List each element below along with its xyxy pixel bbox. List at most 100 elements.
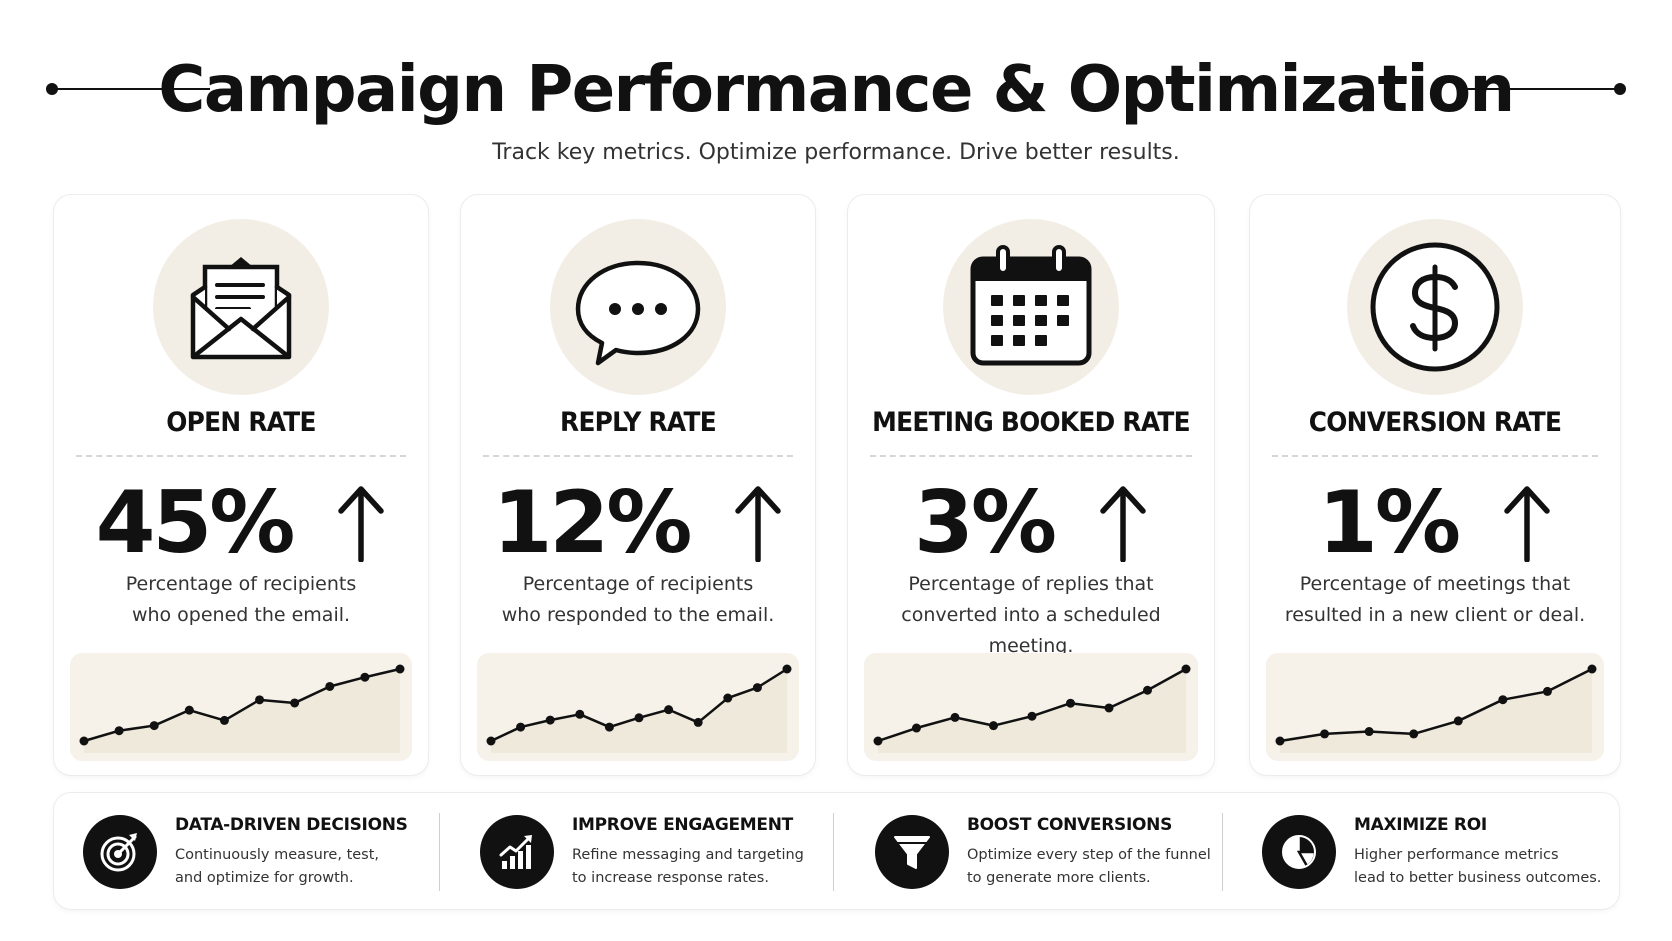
sparkline-point [1027,711,1037,721]
sparkline-area [878,669,1186,753]
metric-value: 3% [913,473,1057,573]
divider [1272,455,1598,457]
sparkline-point [575,709,585,719]
metric-card-meeting-booked-rate: MEETING BOOKED RATE 3% Percentage of rep… [847,194,1215,776]
page-header: Campaign Performance & Optimization Trac… [0,0,1672,180]
sparkline-point [219,715,229,725]
sparkline-point [1275,736,1285,746]
sparkline-point [1587,664,1597,674]
metric-description: Percentage of recipients who opened the … [125,573,357,626]
feature-text: BOOST CONVERSIONS Optimize every step of… [967,815,1211,890]
sparkline-point [873,736,883,746]
sparkline-point [752,683,762,693]
divider [870,455,1192,457]
feature-title: IMPROVE ENGAGEMENT [572,814,793,835]
feature-title: DATA-DRIVEN DECISIONS [175,814,408,835]
envelope-icon [153,219,329,395]
sparkline-point [723,693,733,703]
metric-value-row: 3% [848,475,1214,571]
sparkline-point [325,681,335,691]
sparkline-point [1409,729,1419,739]
feature-boost-conversions: BOOST CONVERSIONS Optimize every step of… [875,793,1211,911]
sparkline-point [516,722,526,732]
metric-label: CONVERSION RATE [1308,407,1562,438]
sparkline-point [1181,664,1191,674]
sparkline-line [83,667,401,743]
sparkline-point [989,721,998,731]
sparkline-point [255,695,265,705]
arrow-up-icon [1100,486,1146,562]
target-icon [83,815,157,889]
calendar-icon [943,219,1119,395]
sparkline-point [1066,698,1075,708]
feature-text: DATA-DRIVEN DECISIONS Continuously measu… [175,815,408,890]
metric-card-reply-rate: REPLY RATE 12% Percentage of recipients … [460,194,816,776]
growth-chart-icon [480,815,554,889]
feature-text: MAXIMIZE ROI Higher performance metrics … [1354,815,1601,890]
sparkline-point [184,705,194,715]
page-title: Campaign Performance & Optimization [158,53,1515,127]
metric-description: Percentage of recipients who responded t… [501,573,775,626]
sparkline-point [360,672,370,682]
sparkline-svg [486,664,792,753]
pie-chart-icon [1262,815,1336,889]
feature-description: Refine messaging and targeting to increa… [572,846,804,886]
sparkline-point [1364,727,1374,737]
metric-label: OPEN RATE [166,407,316,438]
dollar-coin-icon [1347,219,1523,395]
feature-improve-engagement: IMPROVE ENGAGEMENT Refine messaging and … [480,793,804,911]
sparkline-point [395,664,405,674]
sparkline-svg [873,664,1191,753]
feature-data-driven-decisions: DATA-DRIVEN DECISIONS Continuously measu… [83,793,408,911]
feature-description: Continuously measure, test, and optimize… [175,846,380,886]
feature-description: Optimize every step of the funnel to gen… [967,846,1211,886]
metric-card-open-rate: OPEN RATE 45% Percentage of recipients w… [53,194,429,776]
feature-separator [439,813,440,891]
feature-text: IMPROVE ENGAGEMENT Refine messaging and … [572,815,804,890]
benefits-bar: DATA-DRIVEN DECISIONS Continuously measu… [53,792,1620,910]
title-rule-right [1462,83,1626,95]
feature-separator [1222,813,1223,891]
divider [483,455,793,457]
sparkline-point [290,698,300,708]
sparkline-point [79,736,89,746]
sparkline-point [1320,729,1330,739]
feature-title: MAXIMIZE ROI [1354,814,1487,835]
sparkline-meeting-booked-rate [864,653,1198,761]
sparkline-point [693,717,703,727]
arrow-up-icon [1504,486,1550,562]
sparkline-point [664,705,674,715]
metric-description: Percentage of meetings that resulted in … [1284,573,1586,626]
page-subtitle: Track key metrics. Optimize performance.… [492,140,1180,165]
sparkline-point [1498,695,1508,705]
metric-value: 12% [492,473,693,573]
feature-maximize-roi: MAXIMIZE ROI Higher performance metrics … [1262,793,1601,911]
sparkline-area [491,669,787,753]
sparkline-point [634,713,644,723]
sparkline-point [1104,703,1114,713]
sparkline-area [1280,669,1592,753]
metric-value: 45% [95,473,296,573]
metric-value-row: 12% [461,475,815,571]
metric-description: Percentage of replies that converted int… [901,573,1161,657]
sparkline-point [114,726,124,736]
sparkline-point [1453,716,1463,726]
sparkline-point [1143,685,1152,695]
title-row: Campaign Performance & Optimization [0,45,1672,135]
sparkline-point [486,736,496,746]
feature-separator [833,813,834,891]
arrow-up-icon [338,486,385,562]
funnel-icon [875,815,949,889]
sparkline-point [782,664,792,674]
sparkline-conversion-rate [1266,653,1604,761]
sparkline-svg [1275,664,1597,753]
sparkline-point [545,715,555,725]
metric-value: 1% [1317,473,1461,573]
metric-value-row: 1% [1250,475,1620,571]
feature-description: Higher performance metrics lead to bette… [1354,846,1602,886]
title-rule-left [46,83,210,95]
chat-bubble-icon [550,219,726,395]
metric-label: REPLY RATE [560,407,717,438]
sparkline-point [1542,686,1552,696]
sparkline-point [950,712,960,722]
